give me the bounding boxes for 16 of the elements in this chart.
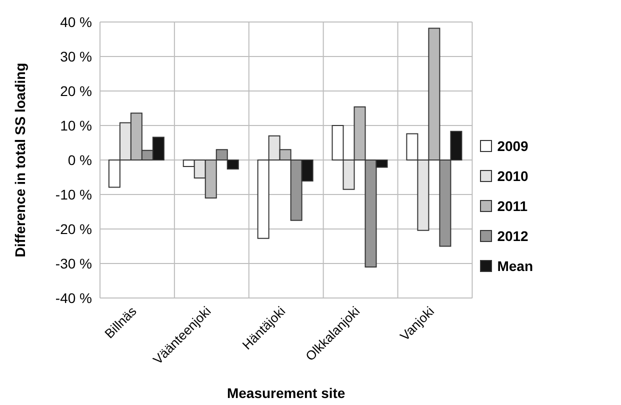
legend-label: Mean xyxy=(497,258,533,274)
legend-label: 2012 xyxy=(497,228,528,244)
y-tick-label: -30 % xyxy=(55,255,92,272)
y-tick-label: 30 % xyxy=(60,48,92,64)
y-tick-label: 40 % xyxy=(60,14,92,30)
legend-label: 2010 xyxy=(497,168,528,184)
y-tick-label: 10 % xyxy=(60,117,92,134)
y-tick-label: 20 % xyxy=(60,82,92,99)
x-axis-title: Measurement site xyxy=(226,385,346,401)
y-axis-title: Difference in total SS loading xyxy=(12,62,28,258)
y-tick-label: 0 % xyxy=(68,152,92,168)
legend-label: 2011 xyxy=(497,198,528,214)
y-tick-label: -10 % xyxy=(55,186,92,202)
y-tick-label: -40 % xyxy=(55,290,92,306)
y-tick-label: -20 % xyxy=(55,220,92,237)
legend-label: 2009 xyxy=(497,138,528,154)
